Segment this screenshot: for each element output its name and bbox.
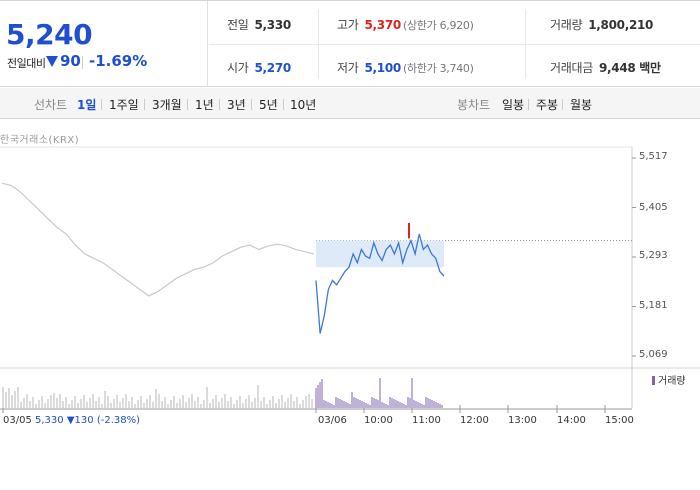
divider	[187, 99, 188, 110]
divider	[251, 99, 252, 110]
prev-day-close: 5,330	[35, 415, 64, 426]
x-tick-label: 14:00	[557, 415, 586, 426]
y-tick-label: 5,517	[639, 151, 668, 162]
divider	[283, 99, 284, 110]
divider	[318, 9, 319, 79]
down-triangle-icon: ▼	[66, 415, 75, 426]
y-tick-label: 5,069	[639, 349, 668, 360]
data-source: 한국거래소(KRX)	[0, 135, 80, 146]
prev-close-value: 5,330	[254, 18, 291, 32]
volume-value: 1,800,210	[588, 18, 654, 32]
tab-monthly-candle[interactable]: 월봉	[570, 98, 593, 112]
chart-tab-bar: 선차트 1일 1주일 3개월 1년 3년 5년 10년 봉차트 일봉 주봉 월봉	[0, 88, 700, 119]
amount-label: 거래대금	[550, 61, 593, 75]
line-chart-title: 선차트	[34, 98, 68, 112]
diff-label: 전일대비	[7, 57, 46, 70]
x-tick-label: 11:00	[412, 415, 441, 426]
low-label: 저가	[337, 61, 359, 75]
prev-day-date: 03/05	[3, 415, 32, 426]
prev-day-change: 130	[74, 415, 94, 426]
open-label: 시가	[227, 61, 249, 75]
volume-legend-label: 거래량	[658, 376, 686, 387]
current-price: 5,240	[6, 18, 93, 51]
prev-close-label: 전일	[227, 18, 249, 32]
x-tick-label: 13:00	[508, 415, 537, 426]
volume-label: 거래량	[550, 18, 583, 32]
today-range-band	[316, 240, 444, 268]
divider	[101, 99, 102, 110]
volume: 거래량 1,800,210	[550, 16, 653, 33]
prev-close: 전일 5,330	[227, 16, 291, 33]
low-value: 5,100	[364, 61, 401, 75]
open-price: 시가 5,270	[227, 59, 291, 76]
divider	[562, 99, 563, 110]
high-label: 고가	[337, 18, 359, 32]
volume-legend-swatch	[652, 376, 655, 385]
tab-1w[interactable]: 1주일	[109, 98, 139, 112]
y-tick-label: 5,293	[639, 250, 668, 261]
today-line	[315, 233, 445, 334]
quote-summary: 5,240 전일대비 90 -1.69% 전일 5,330 고가 5,370 (상한가…	[0, 0, 700, 87]
diff-rate: -1.69%	[89, 52, 148, 70]
tab-10y[interactable]: 10년	[290, 98, 317, 112]
high-value: 5,370	[364, 18, 401, 32]
divider	[525, 9, 526, 79]
amount-value: 9,448 백만	[598, 61, 661, 75]
x-tick-label: 03/06	[318, 415, 347, 426]
diff-value: 90	[60, 52, 81, 70]
trade-amount: 거래대금 9,448 백만	[550, 59, 661, 76]
high-price: 고가 5,370 (상한가 6,920)	[337, 16, 474, 33]
low-price: 저가 5,100 (하한가 3,740)	[337, 59, 474, 76]
divider	[209, 44, 700, 45]
lower-limit: (하한가 3,740)	[402, 62, 474, 75]
upper-limit: (상한가 6,920)	[402, 19, 474, 32]
prev-day-rate: (-2.38%)	[96, 415, 141, 426]
x-tick-label: 10:00	[364, 415, 393, 426]
tab-daily-candle[interactable]: 일봉	[502, 98, 525, 112]
y-tick-label: 5,181	[639, 300, 668, 311]
divider	[528, 99, 529, 110]
tab-3y[interactable]: 3년	[227, 98, 246, 112]
divider	[144, 99, 145, 110]
y-tick-label: 5,405	[639, 202, 668, 213]
prev-day-line	[1, 182, 315, 297]
x-tick-label: 12:00	[460, 415, 489, 426]
tab-1d[interactable]: 1일	[77, 98, 97, 112]
divider	[82, 56, 83, 69]
divider	[219, 99, 220, 110]
x-tick-label: 15:00	[605, 415, 634, 426]
tab-weekly-candle[interactable]: 주봉	[536, 98, 559, 112]
tab-1y[interactable]: 1년	[195, 98, 214, 112]
tab-5y[interactable]: 5년	[259, 98, 278, 112]
tab-3m[interactable]: 3개월	[152, 98, 182, 112]
prev-day-summary: 03/05 5,330 ▼130 (-2.38%)	[3, 415, 140, 426]
open-value: 5,270	[254, 61, 291, 75]
volume-legend: 거래량	[652, 372, 686, 387]
down-arrow-icon	[46, 56, 58, 67]
candle-chart-title: 봉차트	[457, 98, 491, 112]
price-box: 5,240 전일대비 90 -1.69%	[0, 1, 208, 87]
